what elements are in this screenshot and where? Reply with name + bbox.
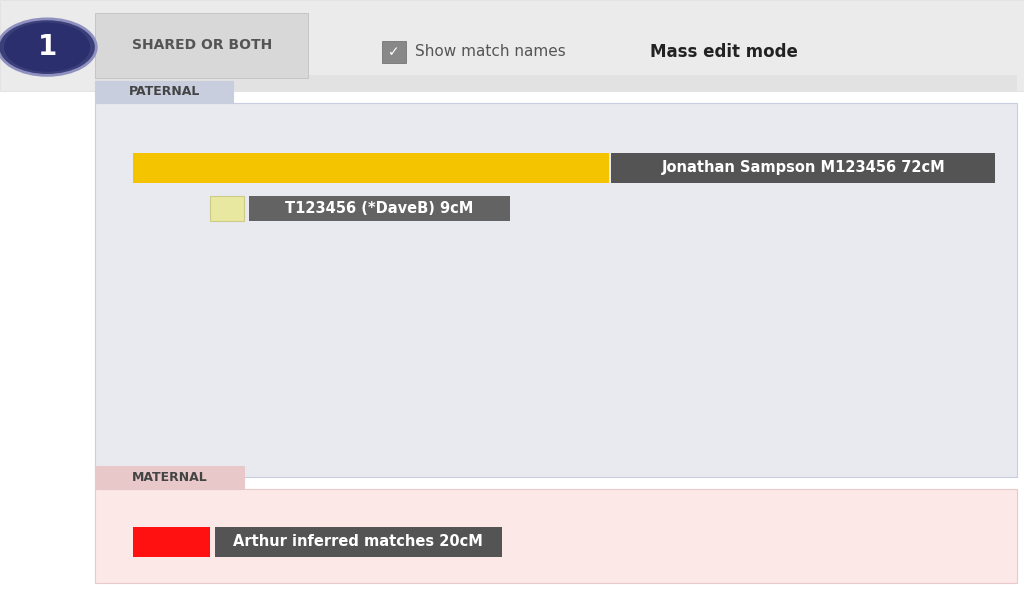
Text: MATERNAL: MATERNAL <box>132 471 207 484</box>
FancyBboxPatch shape <box>95 103 1017 477</box>
Text: 1: 1 <box>38 33 56 61</box>
Text: Jonathan Sampson M123456 72cM: Jonathan Sampson M123456 72cM <box>662 160 945 176</box>
FancyBboxPatch shape <box>215 527 502 557</box>
Text: Mass edit mode: Mass edit mode <box>650 43 798 61</box>
Text: ✓: ✓ <box>388 45 399 59</box>
Text: PATERNAL: PATERNAL <box>129 85 200 98</box>
FancyBboxPatch shape <box>95 13 308 78</box>
FancyBboxPatch shape <box>210 196 244 221</box>
Text: Arthur inferred matches 20cM: Arthur inferred matches 20cM <box>233 534 483 550</box>
FancyBboxPatch shape <box>95 466 244 489</box>
Circle shape <box>0 19 96 75</box>
FancyBboxPatch shape <box>249 196 510 221</box>
FancyBboxPatch shape <box>133 153 609 183</box>
FancyBboxPatch shape <box>611 153 995 183</box>
Text: Show match names: Show match names <box>415 44 565 59</box>
FancyBboxPatch shape <box>0 0 1024 91</box>
Text: SHARED OR BOTH: SHARED OR BOTH <box>132 38 271 52</box>
Text: T123456 (*DaveB) 9cM: T123456 (*DaveB) 9cM <box>286 201 473 216</box>
FancyBboxPatch shape <box>133 527 210 557</box>
Circle shape <box>4 22 90 72</box>
FancyBboxPatch shape <box>382 41 406 63</box>
FancyBboxPatch shape <box>95 81 233 103</box>
FancyBboxPatch shape <box>95 489 1017 583</box>
FancyBboxPatch shape <box>95 75 1017 91</box>
